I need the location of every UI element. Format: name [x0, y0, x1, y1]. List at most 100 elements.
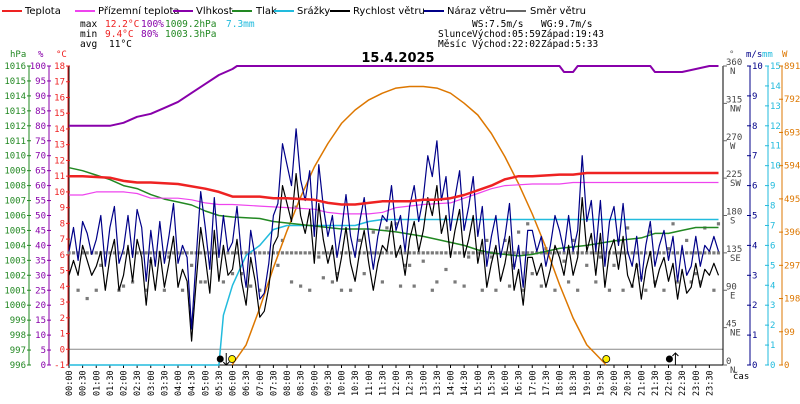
- wind-direction-point: [81, 251, 85, 255]
- wind-direction-point: [362, 251, 366, 255]
- x-tick-label: 11:30: [378, 370, 388, 396]
- wind-direction-point: [162, 288, 166, 292]
- wind-direction-point: [371, 230, 375, 234]
- wind-direction-point: [199, 251, 203, 255]
- wind-direction-point: [712, 251, 716, 255]
- x-tick-label: 23:00: [692, 370, 702, 396]
- wind-direction-point: [140, 251, 144, 255]
- series-line-hum: [69, 65, 719, 127]
- wind-direction-point: [176, 251, 180, 255]
- tick-label: 14: [770, 82, 781, 92]
- stats-min-temp: 9.4°C: [105, 29, 134, 40]
- wind-direction-point: [403, 251, 407, 255]
- tick-label: 1016: [4, 62, 26, 72]
- tick-label: 0: [784, 361, 789, 371]
- tick-label: 90: [35, 92, 46, 102]
- wind-direction-point: [103, 251, 107, 255]
- wind-direction-point: [517, 230, 521, 234]
- tick-label: 1011: [4, 137, 26, 147]
- wind-direction-point: [685, 251, 689, 255]
- wind-direction-point: [439, 251, 444, 255]
- wind-direction-point: [685, 238, 689, 243]
- wind-direction-point: [348, 288, 353, 292]
- wind-direction-point: [557, 251, 562, 255]
- stats-max-rain: 7.3mm: [226, 19, 255, 30]
- tick-label: 99: [784, 328, 795, 338]
- legend: Teplota Přízemní teplota Vlhkost Tlak Sr…: [2, 5, 586, 17]
- wind-direction-point: [539, 284, 543, 288]
- wind-direction-point: [385, 251, 389, 255]
- tick-label: 25: [35, 286, 46, 296]
- tick-label: 20: [35, 301, 46, 311]
- wind-direction-point: [249, 284, 253, 288]
- x-tick-label: 05:00: [201, 370, 211, 396]
- wind-direction-point: [221, 280, 226, 284]
- wind-direction-point: [289, 251, 294, 255]
- x-tick-label: 07:30: [269, 370, 279, 396]
- wind-direction-point: [494, 288, 498, 292]
- series-line-solar: [231, 85, 607, 366]
- tick-label: 15: [35, 316, 46, 326]
- x-tick-label: 20:30: [624, 370, 634, 396]
- wind-direction-point: [639, 251, 643, 255]
- tick-label: 1010: [4, 152, 26, 162]
- wind-direction-point: [675, 251, 680, 255]
- wind-direction-point: [403, 263, 407, 267]
- wind-direction-point: [653, 251, 657, 255]
- tick-label: -1: [54, 361, 65, 371]
- wind-direction-point: [308, 251, 312, 255]
- wind-direction-point: [453, 251, 457, 255]
- sunset-time: Západ:19:43: [541, 29, 604, 40]
- wind-direction-point: [99, 263, 103, 267]
- wind-direction-point: [299, 251, 303, 255]
- stats-min-pressure: 1003.3hPa: [165, 29, 216, 40]
- wind-direction-point: [190, 251, 194, 255]
- moon-marker: [665, 355, 673, 363]
- tick-label: 998: [10, 331, 26, 341]
- wind-direction-point: [421, 259, 425, 263]
- wind-direction-point: [530, 272, 534, 276]
- tick-label: 1: [770, 341, 775, 351]
- wind-direction-point: [480, 288, 484, 292]
- tick-label: 1013: [4, 107, 26, 117]
- wind-direction-point: [85, 296, 89, 301]
- wind-direction-point: [199, 280, 203, 284]
- wind-direction-point: [130, 280, 135, 284]
- tick-label: 9: [752, 92, 757, 102]
- tick-label: 35: [35, 256, 46, 266]
- wind-direction-point: [312, 251, 316, 255]
- x-tick-label: 18:00: [556, 370, 566, 396]
- tick-label: 2: [752, 301, 757, 311]
- unit-time: čas: [733, 371, 749, 382]
- tick-label: 135: [726, 245, 742, 255]
- tick-direction-label: W: [730, 142, 736, 152]
- x-tick-label: 13:30: [433, 370, 443, 396]
- legend-item-vlhkost: Vlhkost: [173, 6, 233, 17]
- wind-direction-point: [408, 263, 412, 267]
- stats-max-pressure: 1009.2hPa: [165, 19, 216, 30]
- chart-title: 15.4.2025: [361, 51, 434, 66]
- wind-direction-point: [398, 251, 403, 255]
- arrow-head: [672, 352, 679, 357]
- tick-label: 996: [10, 361, 26, 371]
- legend-label: Vlhkost: [196, 6, 233, 17]
- wind-direction-point: [553, 288, 557, 292]
- legend-item-tlak: Tlak: [232, 6, 277, 17]
- tick-label: 999: [10, 316, 26, 326]
- wind-direction-point: [544, 251, 548, 255]
- wind-direction-point: [566, 280, 571, 284]
- x-tick-label: 05:30: [215, 370, 225, 396]
- wind-direction-point: [67, 251, 71, 255]
- wind-direction-point: [408, 251, 412, 255]
- tick-label: 7: [770, 221, 775, 231]
- wind-direction-point: [662, 251, 666, 255]
- x-axis-ticks: 00:00 00:30 01:00 01:30 02:00 02:30 03:00 03:30…: [65, 365, 715, 396]
- tick-label: 45: [35, 226, 46, 236]
- wind-direction-point: [607, 288, 612, 292]
- unit-degree: °: [729, 50, 734, 60]
- tick-label: 4: [60, 282, 65, 292]
- legend-label: Teplota: [24, 6, 61, 17]
- wind-direction-point: [271, 251, 275, 255]
- tick-label: 55: [35, 197, 46, 207]
- wind-direction-point: [485, 251, 489, 255]
